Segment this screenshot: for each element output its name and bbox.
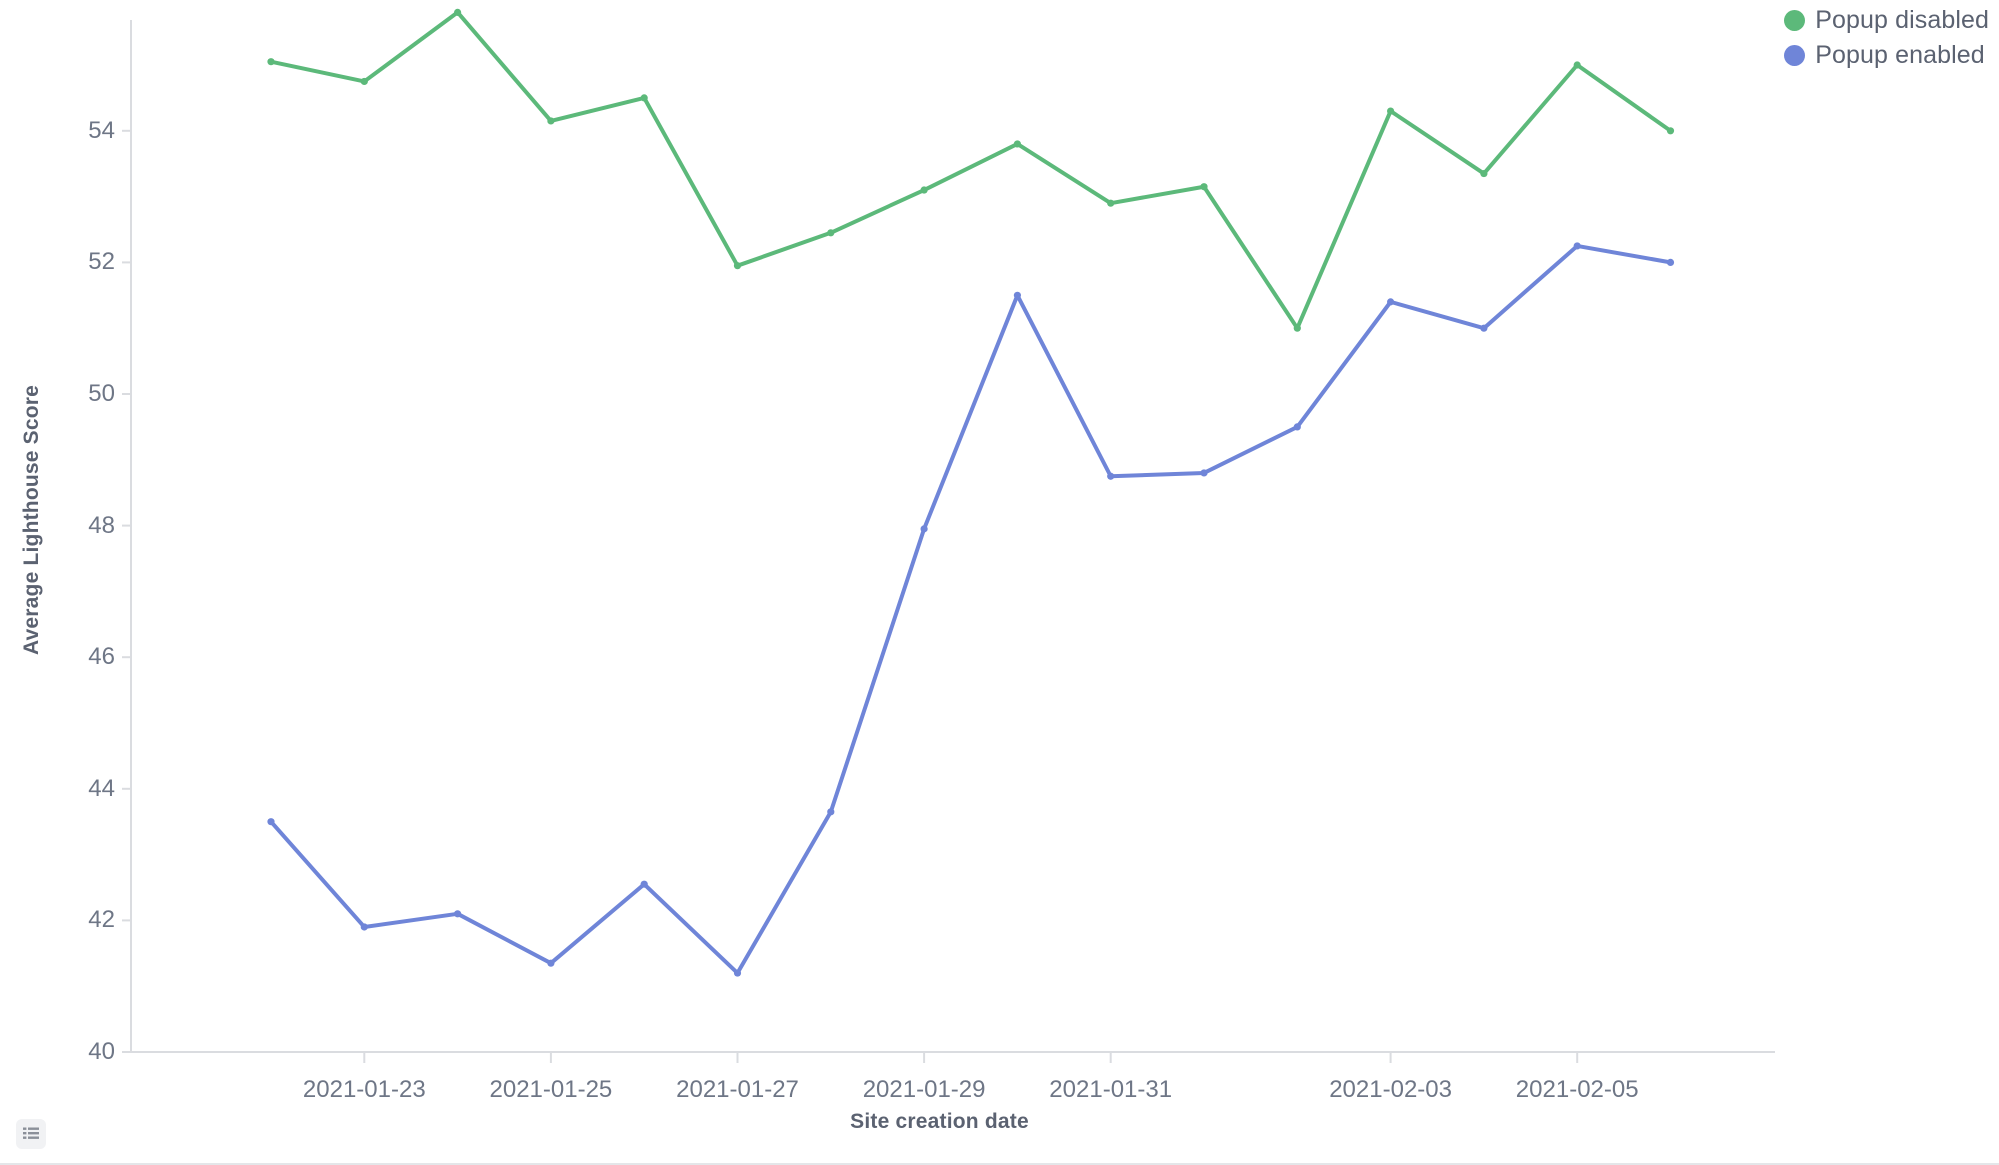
legend-swatch-blue bbox=[1784, 45, 1806, 66]
legend-item-popup-disabled[interactable]: Popup disabled bbox=[1784, 6, 1989, 35]
data-point bbox=[547, 959, 555, 967]
data-point bbox=[1666, 258, 1675, 266]
data-point bbox=[827, 808, 835, 816]
data-point bbox=[920, 186, 928, 194]
x-tick-label: 2021-02-05 bbox=[1515, 1076, 1639, 1103]
data-point bbox=[920, 525, 928, 533]
y-tick-label: 40 bbox=[88, 1038, 115, 1065]
data-point bbox=[733, 969, 742, 977]
y-tick-label: 42 bbox=[88, 906, 115, 934]
data-table-toggle-button[interactable] bbox=[16, 1119, 46, 1149]
y-tick-label: 48 bbox=[88, 511, 115, 539]
data-point bbox=[547, 117, 555, 125]
data-point bbox=[267, 818, 275, 826]
legend-label-popup-enabled: Popup enabled bbox=[1815, 41, 1985, 69]
data-point bbox=[360, 77, 368, 86]
data-point bbox=[1573, 61, 1581, 69]
chart-legend: Popup disabled Popup enabled bbox=[1784, 6, 1989, 70]
legend-label-popup-disabled: Popup disabled bbox=[1815, 6, 1989, 34]
data-point bbox=[1013, 291, 1022, 299]
data-point bbox=[1387, 107, 1395, 115]
legend-swatch-green bbox=[1784, 10, 1806, 31]
y-tick-label: 46 bbox=[88, 643, 115, 671]
data-point bbox=[454, 910, 462, 918]
x-axis-title-text: Site creation date bbox=[850, 1110, 1029, 1133]
x-tick-label: 2021-01-27 bbox=[676, 1076, 799, 1103]
y-tick-label: 50 bbox=[88, 380, 115, 407]
data-point bbox=[1480, 324, 1488, 332]
data-point bbox=[360, 923, 368, 931]
x-axis-title: Site creation date bbox=[0, 1110, 1999, 1134]
series-line-popup-disabled bbox=[269, 10, 1673, 331]
y-tick-label: 52 bbox=[88, 248, 115, 276]
data-point bbox=[1293, 423, 1301, 431]
data-point bbox=[267, 58, 275, 66]
y-tick-label: 54 bbox=[88, 116, 115, 144]
series-line-popup-enabled bbox=[269, 243, 1673, 976]
x-tick-label: 2021-02-03 bbox=[1329, 1076, 1452, 1103]
x-tick-label: 2021-01-25 bbox=[489, 1076, 613, 1103]
data-point bbox=[640, 880, 648, 888]
data-point bbox=[1200, 469, 1208, 477]
data-point bbox=[1013, 140, 1022, 148]
data-point bbox=[827, 229, 835, 237]
data-point bbox=[1107, 199, 1115, 207]
data-point bbox=[1387, 298, 1395, 306]
data-point bbox=[640, 94, 648, 102]
x-tick-label: 2021-01-29 bbox=[862, 1076, 986, 1103]
x-tick-label: 2021-01-31 bbox=[1049, 1076, 1173, 1103]
data-point bbox=[454, 8, 462, 16]
y-tick-label: 44 bbox=[88, 774, 115, 802]
data-point bbox=[1200, 183, 1208, 191]
y-axis-title-wrap: Average Lighthouse Score bbox=[0, 0, 43, 1040]
data-point bbox=[1666, 127, 1675, 135]
legend-item-popup-enabled[interactable]: Popup enabled bbox=[1784, 41, 1985, 70]
data-point bbox=[1480, 169, 1488, 178]
data-point bbox=[733, 262, 742, 270]
data-table-icon bbox=[23, 1127, 39, 1139]
bottom-divider bbox=[0, 1163, 1999, 1165]
data-point bbox=[1107, 472, 1115, 480]
data-point bbox=[1293, 324, 1301, 332]
x-tick-label: 2021-01-23 bbox=[302, 1076, 426, 1103]
data-point bbox=[1573, 242, 1581, 250]
